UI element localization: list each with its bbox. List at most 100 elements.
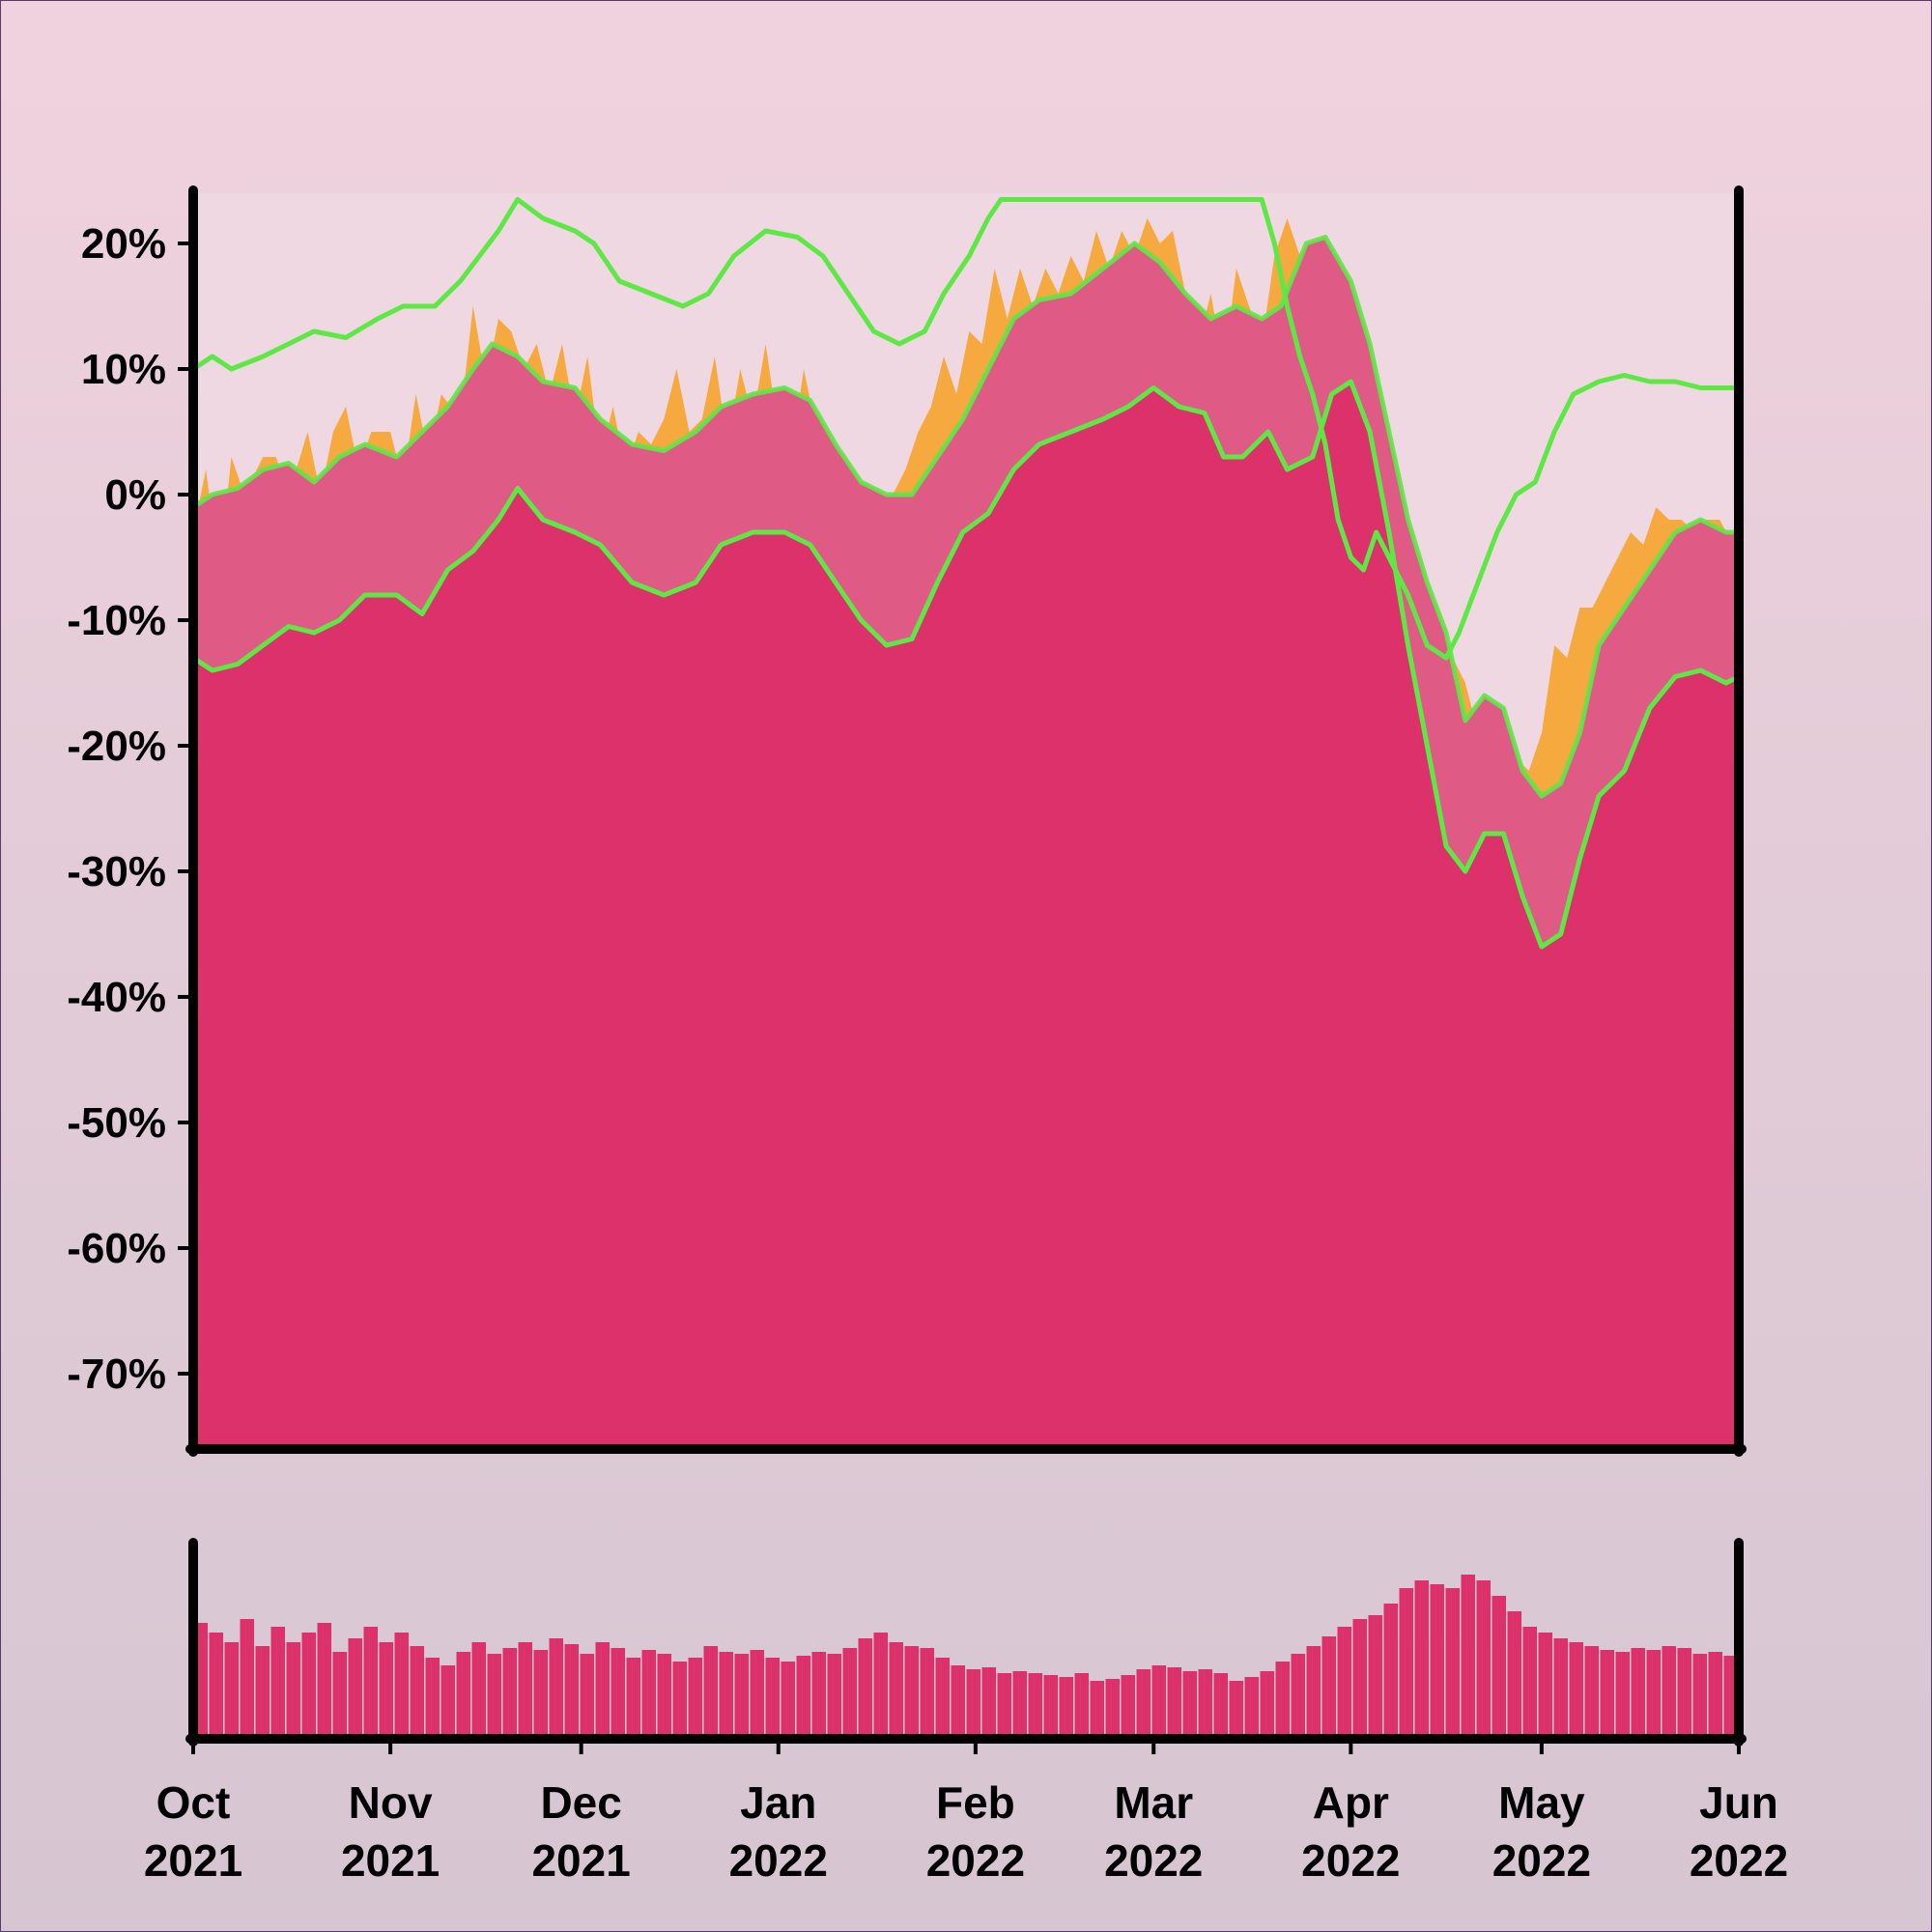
- volume-bar: [1321, 1636, 1336, 1739]
- x-tick-label-year: 2021: [144, 1835, 242, 1886]
- volume-bar: [611, 1648, 625, 1739]
- volume-bar: [920, 1648, 934, 1739]
- volume-bar: [688, 1658, 702, 1739]
- volume-bar: [1028, 1673, 1042, 1739]
- volume-bar: [549, 1638, 563, 1739]
- volume-bar: [1352, 1619, 1367, 1739]
- main-plot-area: [193, 193, 1739, 1449]
- volume-bar: [1167, 1667, 1181, 1739]
- volume-bar: [301, 1633, 316, 1739]
- x-tick-label-month: Oct: [156, 1777, 231, 1828]
- middle-band-line: [193, 235, 1739, 799]
- x-tick-label-year: 2022: [1301, 1835, 1400, 1886]
- volume-bar: [580, 1654, 594, 1739]
- volume-bar: [935, 1658, 950, 1739]
- y-tick-label: -30%: [67, 848, 166, 895]
- volume-bar: [1461, 1575, 1475, 1739]
- volume-bar: [842, 1648, 857, 1739]
- volume-bar: [889, 1642, 903, 1739]
- volume-bar: [641, 1650, 656, 1739]
- x-tick-label-year: 2022: [1690, 1835, 1788, 1886]
- volume-bar: [348, 1638, 362, 1739]
- volume-bar: [1043, 1675, 1058, 1739]
- volume-bar: [966, 1669, 980, 1739]
- volume-bar: [270, 1627, 285, 1739]
- y-tick-label: 20%: [81, 220, 166, 268]
- volume-bar: [595, 1642, 610, 1739]
- volume-bar: [734, 1654, 749, 1739]
- volume-bar: [703, 1646, 718, 1739]
- x-tick-label-month: May: [1498, 1777, 1585, 1828]
- volume-bar: [750, 1650, 764, 1739]
- lower-area: [193, 382, 1739, 1449]
- volume-bar: [471, 1642, 486, 1739]
- volume-bar: [873, 1633, 888, 1739]
- volume-bar: [657, 1654, 671, 1739]
- volume-bar: [1646, 1650, 1661, 1739]
- volume-bar: [1553, 1638, 1568, 1739]
- volume-bar: [1182, 1671, 1197, 1739]
- volume-bar: [240, 1619, 254, 1739]
- volume-bar: [1492, 1596, 1506, 1739]
- volume-bar: [394, 1633, 409, 1739]
- volume-bar: [811, 1652, 826, 1739]
- volume-bar: [1213, 1673, 1228, 1739]
- volume-bar: [765, 1658, 780, 1739]
- volume-bar: [1399, 1588, 1413, 1739]
- y-tick-label: 0%: [104, 471, 166, 519]
- x-tick-label-year: 2022: [1492, 1835, 1591, 1886]
- volume-bar: [1507, 1611, 1521, 1739]
- volume-bar: [1198, 1669, 1212, 1739]
- volume-bar: [487, 1654, 501, 1739]
- upper-band-line: [193, 197, 1739, 661]
- x-tick-label-month: Apr: [1313, 1777, 1389, 1828]
- volume-bar: [286, 1642, 300, 1739]
- volume-bar: [1522, 1627, 1537, 1739]
- volume-bar: [410, 1646, 424, 1739]
- x-tick-label-year: 2022: [729, 1835, 828, 1886]
- volume-bar: [332, 1652, 347, 1739]
- volume-bar: [317, 1623, 331, 1739]
- volume-bar: [858, 1638, 872, 1739]
- volume-bar: [518, 1642, 532, 1739]
- volume-bar: [997, 1673, 1011, 1739]
- volume-bar: [672, 1662, 687, 1739]
- volume-bar: [1275, 1662, 1290, 1739]
- volume-bar: [502, 1648, 517, 1739]
- volume-bar: [1074, 1673, 1089, 1739]
- x-tick-label-month: Mar: [1114, 1777, 1193, 1828]
- volume-bar: [626, 1658, 640, 1739]
- x-tick-label-year: 2021: [341, 1835, 440, 1886]
- volume-bar: [1260, 1671, 1274, 1739]
- x-tick-label-month: Dec: [540, 1777, 621, 1828]
- volume-bar: [1229, 1681, 1243, 1739]
- y-tick-label: -40%: [67, 974, 166, 1021]
- y-tick-label: -70%: [67, 1350, 166, 1398]
- x-tick-label-year: 2022: [926, 1835, 1025, 1886]
- y-tick-label: -10%: [67, 597, 166, 644]
- axes-lines: [185, 185, 1747, 1747]
- volume-bar: [1368, 1615, 1382, 1739]
- volume-bar: [1631, 1648, 1645, 1739]
- volume-bar: [1476, 1580, 1491, 1739]
- volume-bar: [363, 1627, 378, 1739]
- volume-bar: [1244, 1677, 1259, 1739]
- volume-bar: [1012, 1671, 1027, 1739]
- volume-bar: [1430, 1584, 1444, 1739]
- x-tick-label-month: Feb: [936, 1777, 1015, 1828]
- y-tick-label: 10%: [81, 346, 166, 393]
- volume-bar: [796, 1656, 810, 1739]
- lower-band-line: [193, 379, 1739, 950]
- volume-bar: [564, 1644, 579, 1739]
- volume-plot-area: [193, 1575, 1738, 1739]
- volume-bar: [1615, 1652, 1630, 1739]
- volume-bar: [1291, 1654, 1305, 1739]
- volume-bar: [1569, 1642, 1583, 1739]
- x-tick-label-year: 2021: [531, 1835, 630, 1886]
- volume-bar: [1692, 1654, 1707, 1739]
- volume-bar: [224, 1642, 239, 1739]
- volume-bar: [379, 1642, 393, 1739]
- volume-bar: [209, 1633, 223, 1739]
- volume-bar: [456, 1652, 470, 1739]
- volume-bar: [425, 1658, 440, 1739]
